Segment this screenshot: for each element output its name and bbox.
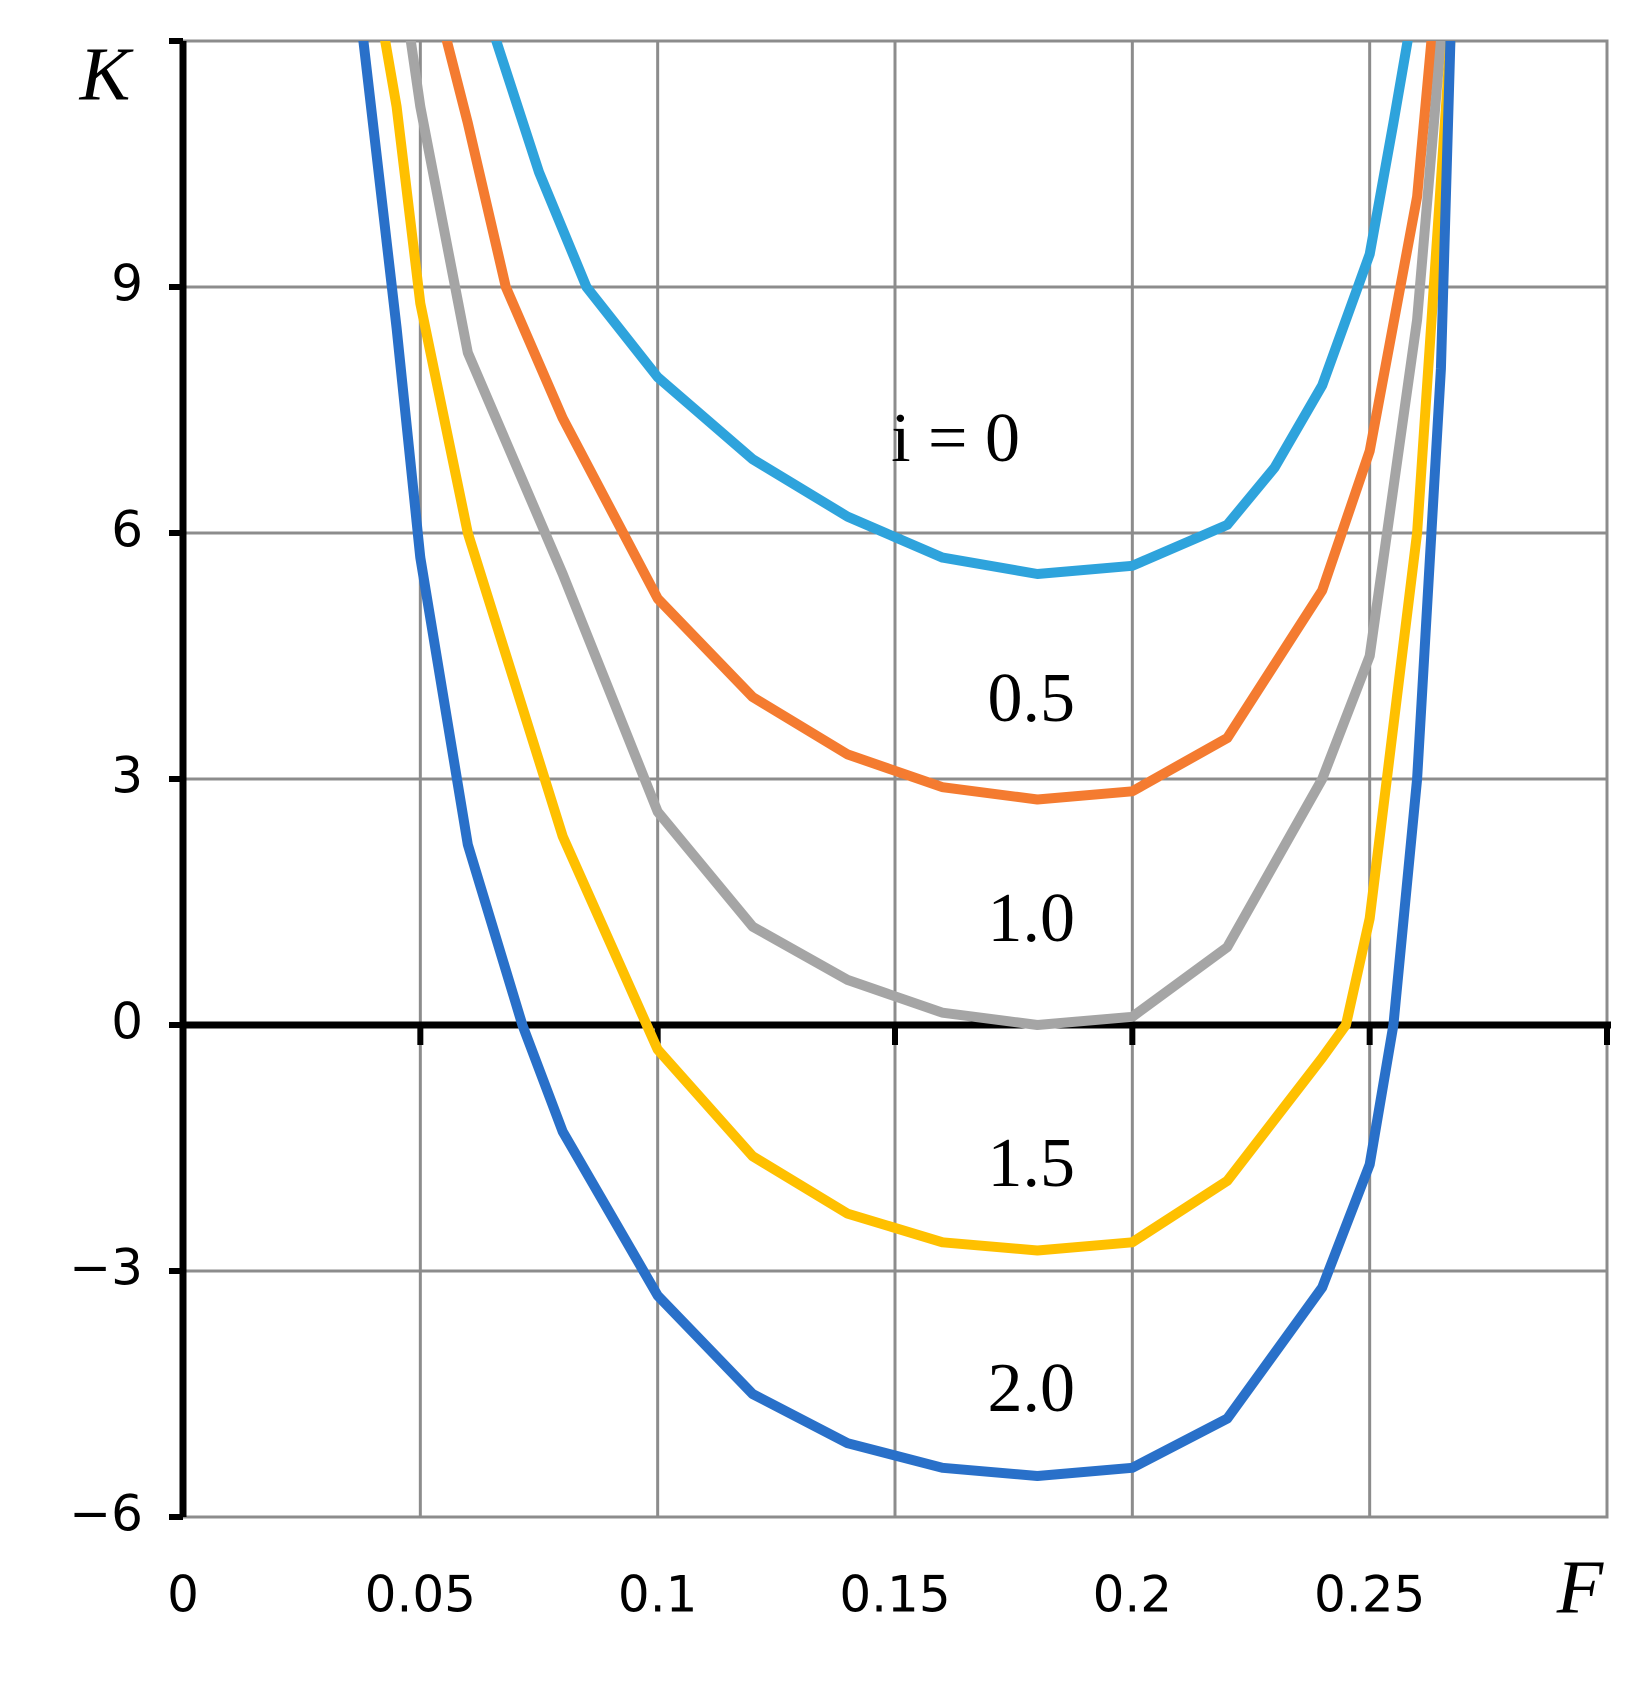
series-line: [491, 41, 1413, 579]
series-label: 2.0: [988, 1350, 1076, 1427]
y-tick-label: 9: [111, 255, 143, 313]
x-tick-label: 0: [167, 1566, 199, 1624]
y-tick-label: −6: [69, 1485, 143, 1543]
y-tick-label: 6: [111, 501, 143, 559]
x-tick-label: 0.1: [618, 1566, 698, 1624]
series-line: [358, 41, 1456, 1481]
series-line: [380, 41, 1456, 1256]
plot-area: [358, 41, 1456, 1481]
x-tick-label: 0.05: [365, 1566, 476, 1624]
y-tick-label: −3: [69, 1239, 143, 1297]
x-tick-label: 0.2: [1093, 1566, 1173, 1624]
series-label: i = 0: [891, 400, 1020, 477]
x-tick-label: 0.15: [839, 1566, 950, 1624]
x-axis-label: F: [1556, 1545, 1605, 1629]
series-label: 0.5: [988, 660, 1076, 737]
y-tick-label: 3: [111, 747, 143, 805]
series-line: [405, 41, 1446, 1030]
series-line: [441, 41, 1437, 805]
y-axis-label: K: [79, 32, 134, 116]
series-label: 1.0: [988, 880, 1076, 957]
series-label: 1.5: [988, 1125, 1076, 1202]
x-tick-label: 0.25: [1314, 1566, 1425, 1624]
y-tick-label: 0: [111, 993, 143, 1051]
